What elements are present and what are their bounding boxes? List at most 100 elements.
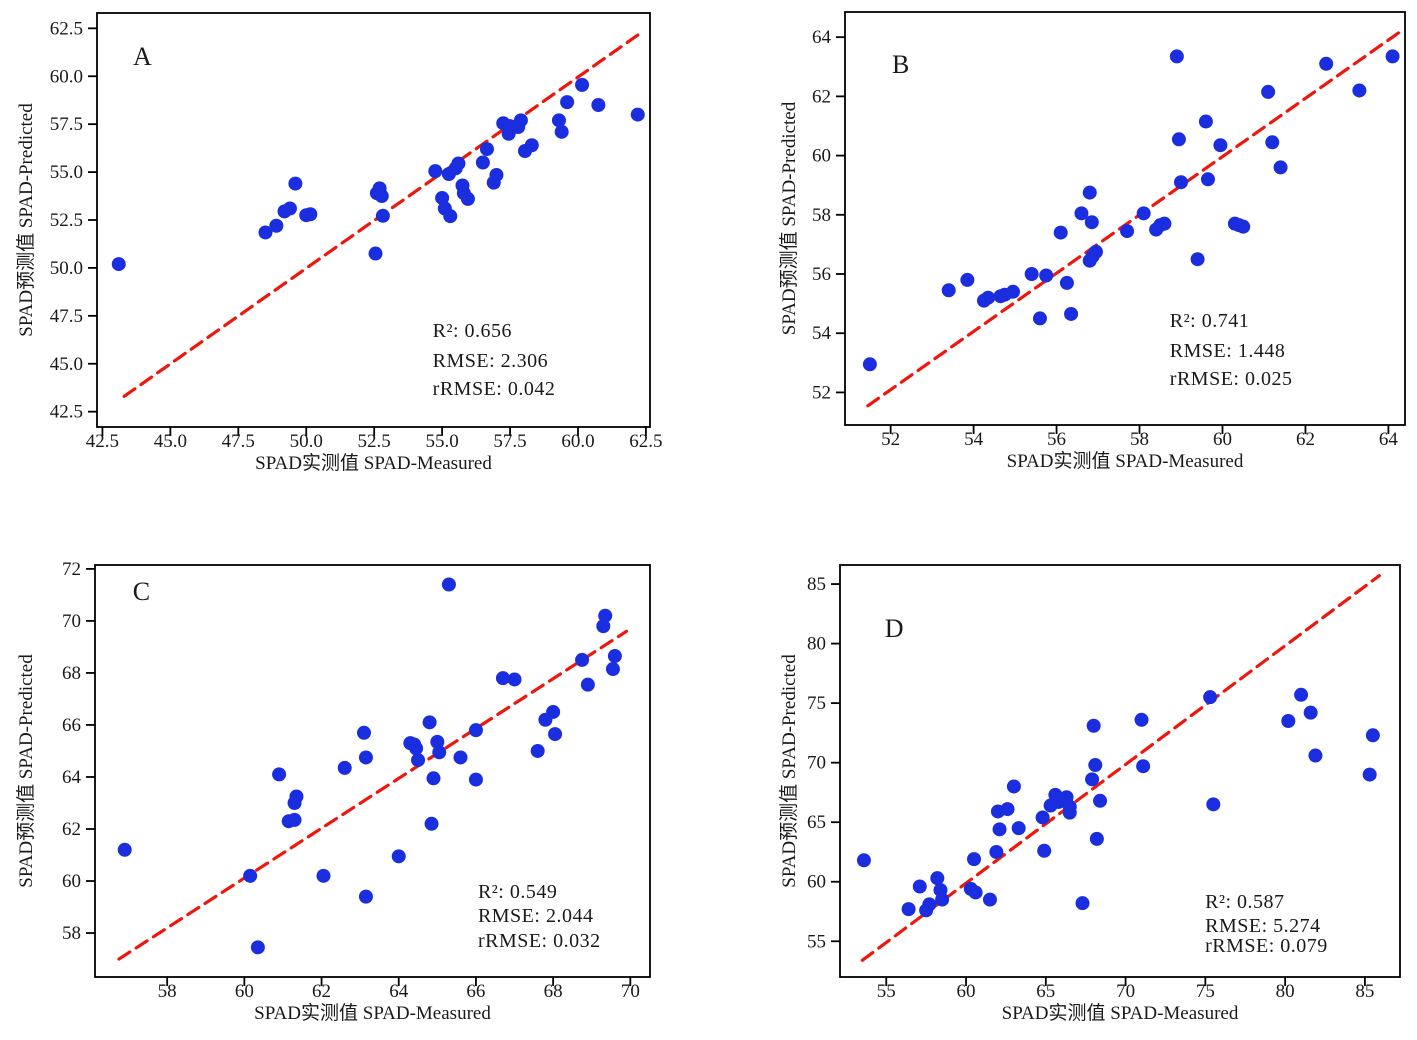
- data-point: [117, 842, 132, 857]
- y-axis-tick-label: 60: [62, 871, 81, 892]
- y-axis-tick-label: 60.0: [50, 66, 83, 87]
- data-point: [1171, 132, 1186, 147]
- data-point: [1303, 705, 1318, 720]
- stat-rmse: RMSE: 2.044: [478, 905, 594, 927]
- y-axis-label: SPAD预测值 SPAD-Predicted: [778, 654, 800, 888]
- x-axis-label: SPAD实测值 SPAD-Measured: [255, 452, 492, 474]
- y-axis-label: SPAD预测值 SPAD-Predicted: [778, 101, 800, 335]
- data-point: [441, 577, 456, 592]
- x-axis-tick-label: 62: [312, 981, 331, 1002]
- y-axis-tick-label: 50.0: [50, 258, 83, 279]
- data-point: [1120, 224, 1135, 239]
- data-point: [591, 98, 606, 112]
- x-axis-tick-label: 65: [1036, 981, 1055, 1002]
- stat-rrmse: rRMSE: 0.079: [1205, 935, 1328, 957]
- stat-rmse: RMSE: 5.274: [1205, 915, 1321, 937]
- plot-frame: [96, 12, 651, 428]
- x-axis-tick-label: 60: [957, 981, 976, 1002]
- y-axis-tick-label: 72: [62, 559, 81, 580]
- data-point: [1319, 56, 1334, 71]
- data-point: [1059, 275, 1074, 290]
- data-point: [981, 290, 996, 305]
- x-axis-tick-label: 58: [158, 981, 177, 1002]
- data-point: [1206, 797, 1221, 812]
- data-point: [358, 750, 373, 765]
- data-point: [1365, 728, 1380, 743]
- y-axis-tick-label: 47.5: [50, 306, 83, 327]
- y-axis-tick-label: 57.5: [50, 114, 83, 135]
- data-point: [1039, 268, 1054, 283]
- y-axis-tick-label: 54: [812, 323, 832, 344]
- y-axis-tick-label: 62.5: [50, 18, 83, 39]
- plot-frame: [94, 564, 651, 978]
- data-point: [358, 889, 373, 904]
- data-point: [316, 868, 331, 883]
- data-point: [424, 816, 439, 831]
- y-axis-tick-label: 64: [62, 767, 82, 788]
- data-point: [1236, 219, 1251, 234]
- x-axis-label: SPAD实测值 SPAD-Measured: [254, 1002, 491, 1024]
- data-point: [1086, 718, 1101, 733]
- y-axis-tick-label: 56: [812, 264, 831, 285]
- data-point: [580, 677, 595, 692]
- data-point: [551, 113, 566, 128]
- y-axis-tick-label: 52.5: [50, 210, 83, 231]
- data-point: [1011, 821, 1026, 836]
- x-axis-tick-label: 64: [389, 981, 409, 1002]
- stat-r2: R²: 0.656: [433, 320, 512, 342]
- x-axis-tick-label: 57.5: [493, 431, 526, 452]
- stat-r2: R²: 0.549: [478, 881, 557, 903]
- x-axis-tick-label: 62.5: [629, 431, 662, 452]
- data-point: [430, 734, 445, 749]
- x-axis-tick-label: 64: [1379, 429, 1399, 450]
- data-point: [967, 852, 982, 867]
- data-point: [605, 662, 620, 677]
- data-point: [460, 191, 475, 206]
- y-axis-tick-label: 62: [812, 86, 831, 107]
- data-point: [1190, 252, 1205, 267]
- data-point: [495, 671, 510, 686]
- y-axis-tick-label: 70: [807, 753, 826, 774]
- data-point: [374, 189, 389, 204]
- x-axis-tick-label: 75: [1196, 981, 1215, 1002]
- data-point: [282, 201, 297, 216]
- data-point: [524, 138, 539, 153]
- y-axis-tick-label: 66: [62, 715, 81, 736]
- data-point: [432, 745, 447, 760]
- data-point: [288, 176, 303, 191]
- data-point: [357, 725, 372, 740]
- data-point: [435, 190, 450, 205]
- data-point: [422, 715, 437, 730]
- data-point: [451, 156, 466, 171]
- data-point: [575, 652, 590, 667]
- identity-line: [860, 574, 1381, 962]
- data-point: [941, 283, 956, 298]
- data-point: [1198, 114, 1213, 129]
- data-point: [968, 885, 983, 900]
- stat-rrmse: rRMSE: 0.032: [478, 930, 601, 952]
- panel-label: A: [133, 42, 152, 71]
- panel-d-chart: 55 60 65 70 75 80 85 55 60 65 70 75 80 85 SPAD实测值 SPAD…: [778, 564, 1401, 1024]
- data-point: [1088, 244, 1103, 259]
- y-axis-tick-label: 58: [62, 923, 81, 944]
- data-point: [1082, 185, 1097, 200]
- panel-label: B: [892, 50, 909, 79]
- x-axis-tick-label: 47.5: [222, 431, 255, 452]
- x-axis-tick-label: 60: [235, 981, 254, 1002]
- y-axis-label: SPAD预测值 SPAD-Predicted: [15, 103, 37, 337]
- y-axis-tick-label: 55.0: [50, 162, 83, 183]
- data-point: [1024, 267, 1039, 282]
- data-point: [922, 897, 937, 912]
- data-point: [596, 619, 611, 634]
- y-axis-tick-label: 42.5: [50, 402, 83, 423]
- data-point: [468, 723, 483, 738]
- x-axis-tick-label: 54: [964, 429, 984, 450]
- data-point: [1089, 831, 1104, 846]
- x-axis-tick-label: 52.5: [358, 431, 391, 452]
- data-point: [1213, 138, 1228, 153]
- data-point: [1037, 843, 1052, 858]
- data-point: [546, 704, 561, 719]
- data-point: [1084, 215, 1099, 230]
- panel-b-chart: 52 54 56 58 60 62 64 52 54 56 58 60 62 64 SPAD实测值 SPAD…: [778, 11, 1406, 472]
- data-point: [912, 879, 927, 894]
